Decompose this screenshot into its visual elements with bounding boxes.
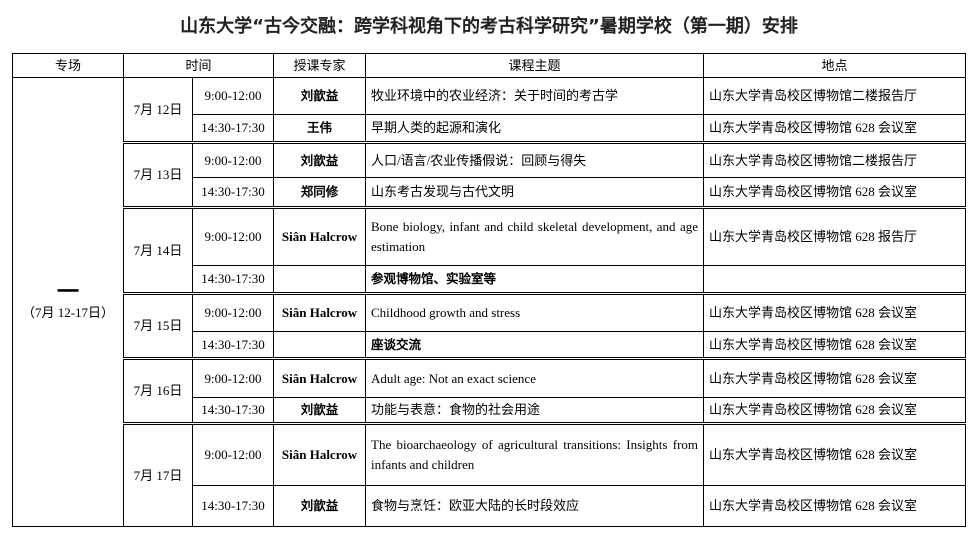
location-cell — [703, 265, 967, 294]
expert-cell: Siân Halcrow — [273, 206, 367, 266]
expert-cell: Siân Halcrow — [273, 357, 367, 398]
expert-cell: 郑同修 — [273, 177, 367, 208]
topic-cell: 功能与表意：食物的社会用途 — [365, 397, 705, 424]
expert-cell: 王伟 — [273, 114, 367, 143]
time-cell: 14:30-17:30 — [191, 177, 275, 208]
table-row: 7月 13日 9:00-12:00 刘歆益 人口/语言/农业传播假说：回顾与得失 山东大… — [13, 141, 967, 208]
location-cell: 山东大学青岛校区博物馆 628 会议室 — [703, 292, 967, 332]
time-cell: 14:30-17:30 — [191, 114, 275, 143]
expert-cell: Siân Halcrow — [273, 292, 367, 332]
time-cell: 14:30-17:30 — [191, 485, 275, 527]
location-cell: 山东大学青岛校区博物馆 628 会议室 — [703, 422, 967, 486]
topic-cell: 座谈交流 — [365, 331, 705, 359]
expert-cell: 刘歆益 — [273, 141, 367, 178]
session-cell: 一（7月 12-17日） — [12, 77, 124, 527]
location-cell: 山东大学青岛校区博物馆 628 会议室 — [703, 485, 967, 527]
topic-cell: Adult age: Not an exact science — [365, 357, 705, 398]
table-row: 14:30-17:30 郑同修 山东考古发现与古代文明 山东大学青岛校区博物馆 628… — [13, 177, 967, 208]
expert-cell — [273, 331, 367, 359]
table-row: 一（7月 12-17日） 7月 12日 9:00-12:00 刘歆益 牧业环境中的农业经… — [12, 77, 967, 527]
topic-cell: 牧业环境中的农业经济：关于时间的考古学 — [365, 77, 705, 115]
header-row: 专场 时间 授课专家 课程主题 地点 — [12, 53, 967, 78]
location-cell: 山东大学青岛校区博物馆二楼报告厅 — [703, 77, 967, 115]
table-row: 7月 16日 9:00-12:00 Siân Halcrow Adult age: N… — [13, 357, 967, 424]
table-row: 7月 14日 9:00-12:00 Siân Halcrow Bone biology… — [13, 206, 967, 294]
page-title: 山东大学“古今交融：跨学科视角下的考古科学研究”暑期学校（第一期）安排 — [180, 16, 798, 37]
topic-cell: Childhood growth and stress — [365, 292, 705, 332]
time-cell: 14:30-17:30 — [191, 265, 275, 294]
expert-cell — [273, 265, 367, 294]
time-cell: 9:00-12:00 — [191, 77, 275, 115]
table-row: 14:30-17:30 座谈交流 山东大学青岛校区博物馆 628 会议室 — [13, 331, 967, 359]
time-cell: 9:00-12:00 — [191, 292, 275, 332]
table-row: 14:30-17:30 参观博物馆、实验室等 — [13, 265, 967, 294]
time-cell: 9:00-12:00 — [191, 357, 275, 398]
location-cell: 山东大学青岛校区博物馆 628 会议室 — [703, 397, 967, 424]
topic-cell: 食物与烹饪：欧亚大陆的长时段效应 — [365, 485, 705, 527]
location-cell: 山东大学青岛校区博物馆 628 会议室 — [703, 331, 967, 359]
location-cell: 山东大学青岛校区博物馆二楼报告厅 — [703, 141, 967, 178]
expert-cell: 刘歆益 — [273, 77, 367, 115]
location-cell: 山东大学青岛校区博物馆 628 会议室 — [703, 114, 967, 143]
topic-cell: The bioarchaeology of agricultural trans… — [365, 422, 705, 486]
table-row: 14:30-17:30 刘歆益 食物与烹饪：欧亚大陆的长时段效应 山东大学青岛校区博物… — [13, 485, 967, 527]
table-row: 7月 17日 9:00-12:00 Siân Halcrow The bioarcha… — [13, 422, 967, 527]
topic-cell: 人口/语言/农业传播假说：回顾与得失 — [365, 141, 705, 178]
expert-cell: 刘歆益 — [273, 397, 367, 424]
date-cell: 7月 17日 — [123, 422, 193, 527]
location-cell: 山东大学青岛校区博物馆 628 会议室 — [703, 357, 967, 398]
time-cell: 14:30-17:30 — [191, 331, 275, 359]
topic-cell: 参观博物馆、实验室等 — [365, 265, 705, 294]
table-row: 14:30-17:30 王伟 早期人类的起源和演化 山东大学青岛校区博物馆 628 会… — [13, 114, 967, 143]
date-cell: 7月 15日 — [123, 292, 193, 359]
date-cell: 7月 14日 — [123, 206, 193, 294]
date-cell: 7月 16日 — [123, 357, 193, 424]
topic-cell: 早期人类的起源和演化 — [365, 114, 705, 143]
table-row: 7月 15日 9:00-12:00 Siân Halcrow Childhood gr… — [13, 292, 967, 359]
schedule-table: 专场 时间 授课专家 课程主题 地点 一（7月 12-17日） 7月 12日 9:0… — [12, 53, 967, 527]
header-time: 时间 — [122, 53, 275, 78]
header-expert: 授课专家 — [273, 53, 367, 78]
date-cell: 7月 13日 — [123, 141, 193, 208]
topic-cell: 山东考古发现与古代文明 — [365, 177, 705, 208]
table-row: 14:30-17:30 刘歆益 功能与表意：食物的社会用途 山东大学青岛校区博物馆 6… — [13, 397, 967, 424]
header-topic: 课程主题 — [365, 53, 705, 78]
time-cell: 9:00-12:00 — [191, 206, 275, 266]
time-cell: 14:30-17:30 — [191, 397, 275, 424]
date-cell: 7月 12日 — [123, 77, 193, 143]
session-mark: 一 — [56, 279, 79, 304]
topic-cell: Bone biology, infant and child skeletal … — [365, 206, 705, 266]
time-cell: 9:00-12:00 — [191, 422, 275, 486]
header-location: 地点 — [703, 53, 967, 78]
time-cell: 9:00-12:00 — [191, 141, 275, 178]
location-cell: 山东大学青岛校区博物馆 628 会议室 — [703, 177, 967, 208]
expert-cell: Siân Halcrow — [273, 422, 367, 486]
session-range: （7月 12-17日） — [21, 305, 115, 320]
location-cell: 山东大学青岛校区博物馆 628 报告厅 — [703, 206, 967, 266]
header-session: 专场 — [12, 53, 124, 78]
expert-cell: 刘歆益 — [273, 485, 367, 527]
